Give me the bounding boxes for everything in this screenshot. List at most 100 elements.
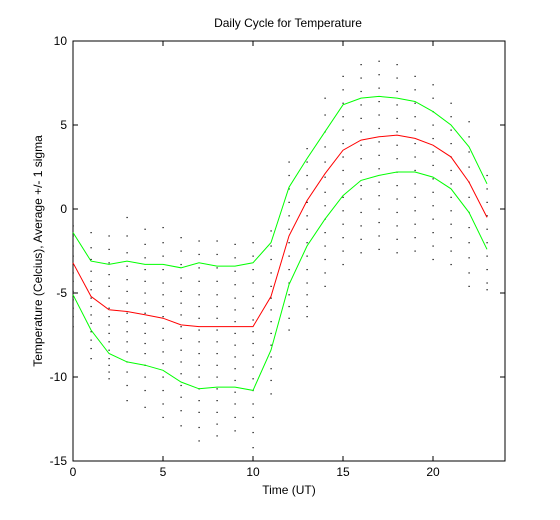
scatter-point [342,102,344,104]
scatter-point [198,240,200,242]
scatter-point [396,117,398,119]
scatter-point [360,238,362,240]
scatter-point [198,341,200,343]
scatter-point [378,100,380,103]
scatter-point [144,280,146,282]
x-axis-title: Time (UT) [262,483,316,497]
scatter-point [324,146,326,148]
scatter-point [108,332,110,335]
scatter-point [216,352,218,355]
series-lines [72,95,488,391]
scatter-point [450,250,452,252]
y-axis: -15 -10 -5 0 5 10 [50,34,505,468]
scatter-point [234,257,236,259]
scatter-point [342,237,344,239]
scatter-point [468,257,470,259]
scatter-point [486,289,488,291]
scatter-point [234,284,236,286]
scatter-point [486,215,488,217]
scatter-point [324,232,326,234]
scatter-point [162,268,164,271]
scatter-point [90,280,92,282]
scatter-point [72,326,74,328]
scatter-point [198,294,200,296]
scatter-point [306,305,308,308]
scatter-point [216,341,218,343]
scatter-point [378,168,380,170]
scatter-point [180,425,182,427]
scatter-point [234,403,236,405]
scatter-point [378,141,380,143]
scatter-point [162,363,164,365]
scatter-point [270,379,272,382]
scatter-point [450,237,452,239]
scatter-point [468,196,470,198]
scatter-point [396,238,398,240]
scatter-point [270,393,272,395]
scatter-point [108,307,110,309]
scatter-point [108,371,110,373]
y-tick-label: -10 [50,370,68,384]
scatter-point [432,258,434,261]
y-tick-label: 5 [60,118,67,132]
scatter-point [360,171,362,173]
scatter-point [342,183,344,185]
scatter-point [414,102,416,104]
scatter-point [126,341,128,343]
scatter-point [180,410,182,412]
scatter-point [324,258,326,261]
scatter-point [180,326,182,328]
scatter-point [144,389,146,392]
scatter-point [360,64,362,66]
scatter-point [162,339,164,341]
scatter-point [378,248,380,251]
scatter-point [288,305,290,308]
scatter-point [378,221,380,224]
scatter-point [306,228,308,230]
x-tick-label: 10 [246,465,260,479]
scatter-point [306,148,308,150]
scatter-point [234,270,236,272]
scatter-point [486,228,488,230]
scatter-point [324,114,326,116]
scatter-point [252,295,254,298]
scatter-point [270,245,272,247]
scatter-point [72,299,74,301]
scatter-point [198,426,200,429]
scatter-point [342,116,344,118]
scatter-point [126,384,128,387]
scatter-point [198,411,200,413]
scatter-point [108,378,110,380]
scatter-point [180,396,182,398]
scatter-point [198,317,200,319]
scatter-point [72,307,74,309]
scatter-point [270,258,272,261]
scatter-point [432,97,434,99]
scatter-point [234,356,236,358]
scatter-point [486,201,488,203]
scatter-point [72,316,74,318]
scatter-point [468,242,470,244]
scatter-point [162,416,164,419]
scatter-point [432,137,434,140]
scatter-point [234,368,236,370]
scatter-point [306,242,308,244]
scatter-point [90,358,92,360]
scatter-point [288,228,290,230]
scatter-point [270,272,272,274]
scatter-point [162,351,164,353]
scatter-point [90,347,92,350]
scatter-point [378,181,380,183]
scatter-point [234,391,236,393]
scatter-point [144,406,146,408]
scatter-point [450,223,452,225]
scatter-point [450,129,452,131]
scatter-point [252,342,254,345]
scatter-point [126,216,128,219]
scatter-point [216,423,218,425]
scatter-point [162,327,164,329]
scatter-point [450,210,452,212]
scatter-point [126,235,128,237]
scatter-point [378,60,380,62]
scatter-point [252,403,254,405]
